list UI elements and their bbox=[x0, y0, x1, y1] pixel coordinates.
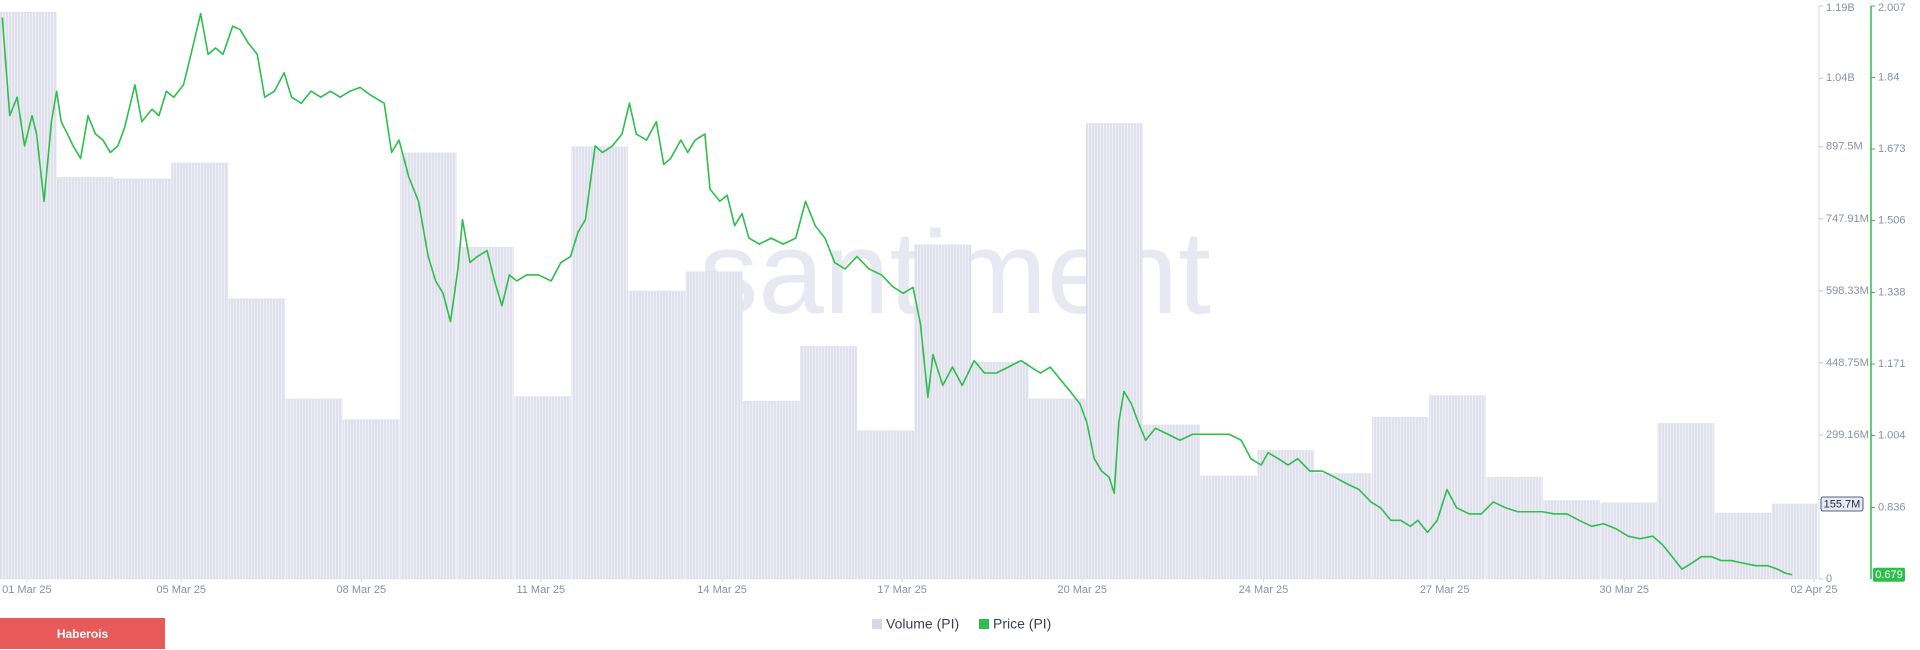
volume-bar bbox=[342, 419, 400, 580]
y-tick-label: 747.91M bbox=[1826, 213, 1869, 225]
x-tick-label: 20 Mar 25 bbox=[1057, 584, 1107, 596]
y-tick-label: 598.33M bbox=[1826, 285, 1869, 297]
price-badge-label: 0.679 bbox=[1875, 569, 1903, 581]
legend-swatch bbox=[979, 619, 989, 629]
volume-bar bbox=[857, 430, 914, 580]
y-tick-label: 897.5M bbox=[1826, 141, 1863, 153]
x-tick-label: 14 Mar 25 bbox=[697, 584, 747, 596]
volume-bar bbox=[228, 298, 286, 580]
haberois-button[interactable]: Haberois bbox=[0, 618, 165, 649]
price-badge bbox=[1873, 567, 1905, 582]
volume-bar bbox=[1657, 423, 1715, 580]
volume-bars bbox=[0, 12, 1818, 580]
x-tick-label: 24 Mar 25 bbox=[1239, 584, 1289, 596]
volume-bar bbox=[1600, 502, 1658, 580]
y-tick-label: 1.04B bbox=[1826, 72, 1855, 84]
legend-label: Volume (PI) bbox=[886, 616, 959, 632]
volume-bar bbox=[514, 396, 571, 580]
volume-bar bbox=[114, 178, 171, 580]
volume-bar bbox=[171, 162, 228, 580]
y-tick-label: 0 bbox=[1826, 573, 1832, 585]
volume-bar bbox=[1772, 503, 1818, 580]
volume-bar bbox=[1085, 123, 1143, 580]
volume-bar bbox=[399, 152, 457, 580]
volume-bar bbox=[571, 146, 629, 580]
y-tick-label: 1.19B bbox=[1826, 2, 1855, 14]
x-tick-label: 27 Mar 25 bbox=[1420, 584, 1470, 596]
legend-swatch bbox=[872, 619, 882, 629]
y2-tick-label: 1.506 bbox=[1878, 214, 1906, 226]
x-tick-label: 11 Mar 25 bbox=[516, 584, 565, 596]
volume-bar bbox=[1143, 424, 1200, 580]
volume-bar bbox=[56, 177, 114, 580]
y-tick-label: 448.75M bbox=[1826, 357, 1869, 369]
volume-bar bbox=[1257, 450, 1315, 580]
volume-badge bbox=[1820, 496, 1864, 512]
volume-bar bbox=[1200, 475, 1257, 580]
y2-tick-label: 0.836 bbox=[1878, 501, 1906, 513]
price-line bbox=[1, 12, 1793, 576]
y2-tick-label: 2.007 bbox=[1878, 2, 1906, 14]
volume-bar bbox=[742, 401, 800, 580]
volume-bar bbox=[1028, 398, 1086, 580]
volume-bar bbox=[1428, 395, 1486, 580]
volume-bar bbox=[914, 244, 972, 580]
x-tick-label: 08 Mar 25 bbox=[337, 584, 387, 596]
y-tick-label: 299.16M bbox=[1826, 429, 1869, 441]
volume-bar bbox=[1714, 512, 1772, 580]
volume-bar bbox=[285, 398, 343, 580]
x-tick-label: 01 Mar 25 bbox=[2, 584, 52, 596]
y2-tick-label: 1.338 bbox=[1878, 286, 1906, 298]
volume-bar bbox=[685, 271, 743, 580]
volume-bar bbox=[628, 290, 686, 580]
x-tick-label: 17 Mar 25 bbox=[877, 584, 927, 596]
volume-bar bbox=[457, 246, 514, 580]
y2-tick-label: 1.673 bbox=[1878, 143, 1906, 155]
legend-label: Price (PI) bbox=[993, 616, 1051, 632]
volume-bar bbox=[1314, 473, 1372, 580]
x-tick-label: 02 Apr 25 bbox=[1790, 584, 1837, 596]
volume-bar bbox=[971, 362, 1029, 580]
volume-badge-label: 155.7M bbox=[1824, 498, 1861, 510]
y2-tick-label: 1.171 bbox=[1878, 358, 1906, 370]
volume-bar bbox=[1543, 500, 1601, 580]
x-tick-label: 05 Mar 25 bbox=[156, 584, 206, 596]
y2-tick-label: 1.84 bbox=[1878, 71, 1899, 83]
volume-bar bbox=[1486, 477, 1543, 580]
y2-tick-label: 1.004 bbox=[1878, 429, 1906, 441]
x-tick-label: 30 Mar 25 bbox=[1599, 584, 1649, 596]
volume-bar bbox=[1371, 416, 1429, 580]
volume-bar bbox=[800, 346, 857, 580]
